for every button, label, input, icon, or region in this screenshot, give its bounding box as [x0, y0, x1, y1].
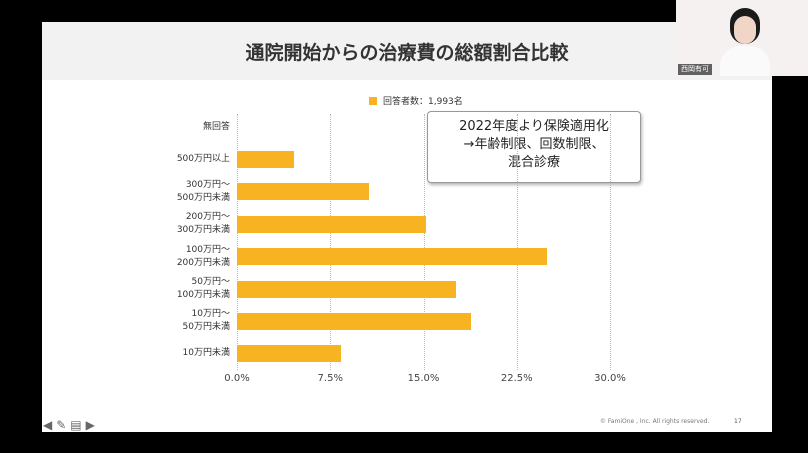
title-bar: [42, 22, 772, 80]
grid-line: [423, 114, 425, 370]
x-tick-label: 15.0%: [407, 373, 440, 384]
grid-line: [237, 114, 238, 370]
y-tick-label: 100万円〜 200万円未満: [176, 244, 230, 268]
bar: [237, 183, 369, 201]
participant-video: 西岡有可: [676, 0, 808, 76]
y-tick-label: 300万円〜 500万円未満: [176, 179, 230, 203]
person-face: [734, 16, 756, 44]
page-number: 17: [734, 418, 742, 425]
legend-label: 回答者数：1,993名: [383, 97, 463, 107]
chart-title: 通院開始からの治療費の総額割合比較: [245, 42, 569, 64]
y-tick-label: 500万円以上: [176, 153, 230, 164]
bar: [237, 345, 342, 363]
annotation: 2022年度より保険適用化 →年齢制限、回数制限、 混合診療: [427, 111, 641, 183]
legend-swatch: [369, 97, 377, 105]
y-tick-label: 200万円〜 300万円未満: [176, 212, 230, 236]
x-tick-label: 7.5%: [317, 373, 343, 384]
bar: [237, 312, 471, 330]
x-tick-label: 22.5%: [500, 373, 533, 384]
grid-line: [330, 114, 332, 370]
bar: [237, 280, 456, 298]
x-tick-label: 0.0%: [224, 373, 250, 384]
grid-line: [516, 114, 518, 370]
y-tick-label: 10万円未満: [182, 348, 230, 359]
bar: [237, 150, 295, 168]
bar: [237, 215, 426, 233]
y-tick-label: 無回答: [202, 121, 230, 132]
x-tick-label: 30.0%: [594, 373, 626, 384]
participant-name: 西岡有可: [678, 64, 712, 75]
slide-toolbar[interactable]: ◀✎▤▶: [43, 418, 99, 432]
y-tick-label: 50万円〜 100万円未満: [176, 277, 230, 300]
y-tick-label: 10万円〜 50万円未満: [182, 309, 230, 333]
person-body: [720, 46, 770, 76]
bar: [237, 248, 547, 266]
copyright: © FamiOne , Inc. All rights reserved.: [600, 418, 710, 425]
grid-line: [610, 114, 611, 370]
